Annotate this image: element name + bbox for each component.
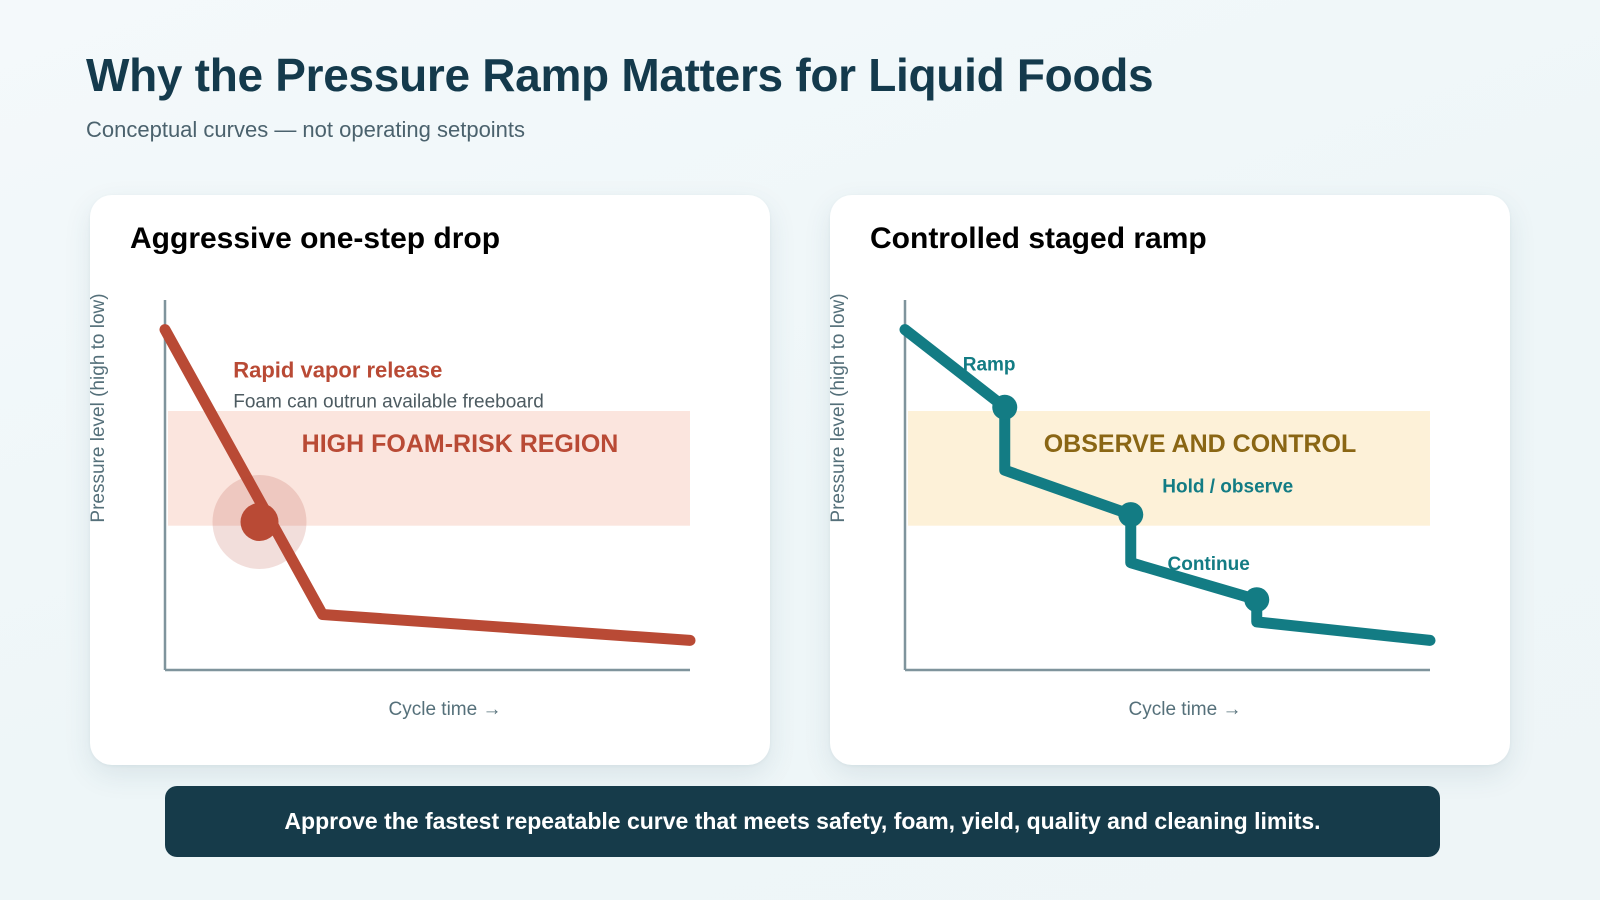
recommendation-banner: Approve the fastest repeatable curve tha… [165, 786, 1440, 857]
aggressive-drop-title: Aggressive one-step drop [130, 222, 500, 255]
y-axis-label: Pressure level (high to low) [90, 293, 109, 522]
annotation-hold: Hold / observe [1162, 476, 1293, 497]
stage-marker-3 [1244, 587, 1270, 613]
controlled-ramp-chart: Controlled staged ramp Pressure level (h… [830, 222, 1436, 720]
band-label: OBSERVE AND CONTROL [1044, 430, 1357, 458]
aggressive-drop-card: Aggressive one-step drop Pressure level … [90, 195, 770, 765]
x-axis-label: Cycle time → [389, 699, 502, 720]
stage-marker-1 [992, 394, 1018, 420]
stage-marker-2 [1118, 502, 1144, 528]
controlled-ramp-card: Controlled staged ramp Pressure level (h… [830, 195, 1510, 765]
controlled-ramp-title: Controlled staged ramp [870, 222, 1207, 255]
x-axis-label: Cycle time → [1129, 699, 1242, 720]
page-subtitle: Conceptual curves — not operating setpoi… [86, 117, 526, 142]
aggressive-drop-chart: Aggressive one-step drop Pressure level … [90, 222, 696, 720]
recommendation-text: Approve the fastest repeatable curve tha… [284, 808, 1321, 834]
annotation-continue: Continue [1168, 554, 1250, 575]
annotation-headline: Rapid vapor release [233, 358, 442, 383]
y-axis-label: Pressure level (high to low) [830, 293, 849, 522]
pressure-drop-line [159, 324, 696, 646]
band-label: HIGH FOAM-RISK REGION [302, 430, 619, 458]
annotation-ramp: Ramp [963, 354, 1016, 375]
page-title: Why the Pressure Ramp Matters for Liquid… [86, 49, 1154, 101]
annotation-detail: Foam can outrun available freeboard [233, 391, 544, 412]
risk-point-marker [240, 503, 279, 541]
foam-band [908, 411, 1430, 526]
